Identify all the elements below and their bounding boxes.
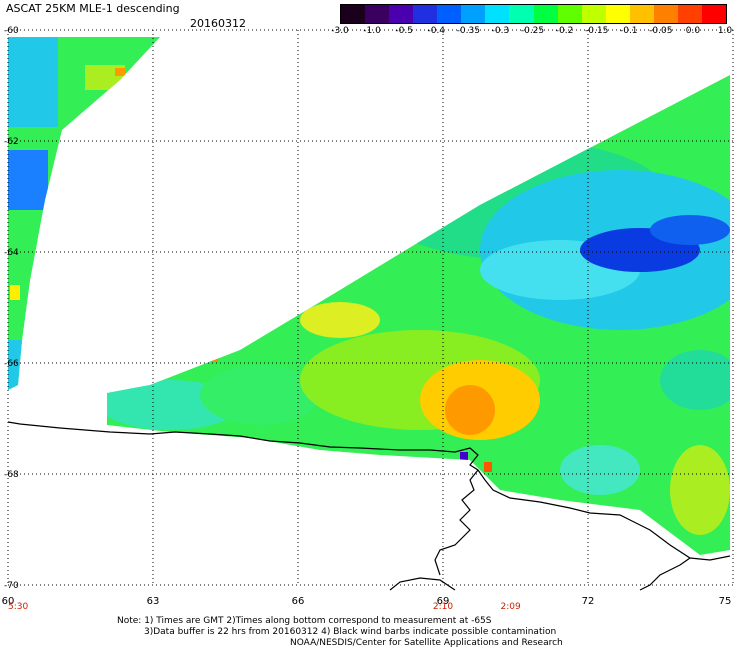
colorbar-swatch: [461, 5, 486, 23]
colorbar-swatch: [365, 5, 390, 23]
wind-data-left-strip: [8, 37, 160, 390]
colorbar-swatch: [677, 5, 702, 23]
colorbar-swatch: [605, 5, 630, 23]
footer-note-1: Note: 1) Times are GMT 2)Times along bot…: [117, 616, 492, 626]
colorbar-swatch: [437, 5, 462, 23]
measurement-time-label: 2:10: [433, 602, 453, 612]
coastline: [7, 421, 731, 561]
latitude-tick-label: -62: [4, 137, 19, 147]
colorbar-tick-label: -0.2: [555, 26, 574, 36]
colorbar-swatch: [557, 5, 582, 23]
measurement-time-label: 2:09: [501, 602, 521, 612]
colorbar-tick-label: -0.35: [456, 26, 480, 36]
wind-data-swath: [107, 75, 730, 555]
colorbar-swatch: [509, 5, 534, 23]
longitude-tick-label: 72: [582, 596, 595, 607]
longitude-tick-label: 63: [147, 596, 160, 607]
measurement-times: 5:30 2:10 2:09: [8, 602, 521, 612]
longitude-tick-label: 66: [292, 596, 305, 607]
coastline-inlet: [434, 469, 479, 576]
coastline-east: [639, 557, 691, 591]
latitude-tick-label: -66: [4, 359, 19, 369]
colorbar-swatch: [485, 5, 510, 23]
latitude-tick-label: -60: [4, 26, 19, 36]
colorbar-tick-label: -0.4: [427, 26, 446, 36]
longitude-tick-label: 75: [719, 596, 732, 607]
colorbar-swatch: [653, 5, 678, 23]
measurement-time-label: 5:30: [8, 602, 28, 612]
lat-lon-grid: [7, 29, 734, 586]
map-date: 20160312: [190, 17, 246, 30]
colorbar-swatch: [581, 5, 606, 23]
latitude-tick-label: -68: [4, 470, 19, 480]
footer-note-2: 3)Data buffer is 22 hrs from 20160312 4)…: [144, 627, 557, 637]
colorbar-tick-label: -0.1: [619, 26, 638, 36]
colorbar-tick-label: -0.15: [585, 26, 609, 36]
longitude-tick-label: 60: [2, 596, 15, 607]
colorbar-swatch: [413, 5, 438, 23]
latitude-tick-label: -70: [4, 581, 19, 591]
latitude-axis: -60 -62 -64 -66 -68 -70: [4, 26, 19, 591]
colorbar-swatch: [341, 5, 366, 23]
coastline-island: [389, 577, 456, 591]
colorbar-tick-label: -0.05: [649, 26, 673, 36]
colorbar-tick-label: 1.0: [717, 26, 733, 36]
map-title: ASCAT 25KM MLE-1 descending: [6, 2, 180, 15]
longitude-axis: 60 63 66 69 72 75: [2, 596, 732, 607]
colorbar-tick-label: -1.0: [363, 26, 381, 36]
colorbar-tick-label: 0.0: [685, 26, 701, 36]
colorbar-tick-label: -0.3: [491, 26, 510, 36]
colorbar-tick-label: -0.5: [395, 26, 413, 36]
longitude-tick-label: 69: [437, 596, 450, 607]
colorbar-swatch: [629, 5, 654, 23]
colorbar-swatch: [533, 5, 558, 23]
footer-credit: NOAA/NESDIS/Center for Satellite Applica…: [290, 638, 563, 648]
colorbar-labels: -3.0 -1.0 -0.5 -0.4 -0.35 -0.3 -0.25 -0.2 -0.15-…: [330, 26, 735, 38]
colorbar-swatch: [389, 5, 414, 23]
colorbar-tick-label: -0.25: [520, 26, 545, 36]
colorbar-tick-label: -3.0: [331, 26, 349, 36]
latitude-tick-label: -64: [4, 248, 19, 258]
colorbar: [340, 4, 727, 24]
colorbar-swatch: [701, 5, 726, 23]
